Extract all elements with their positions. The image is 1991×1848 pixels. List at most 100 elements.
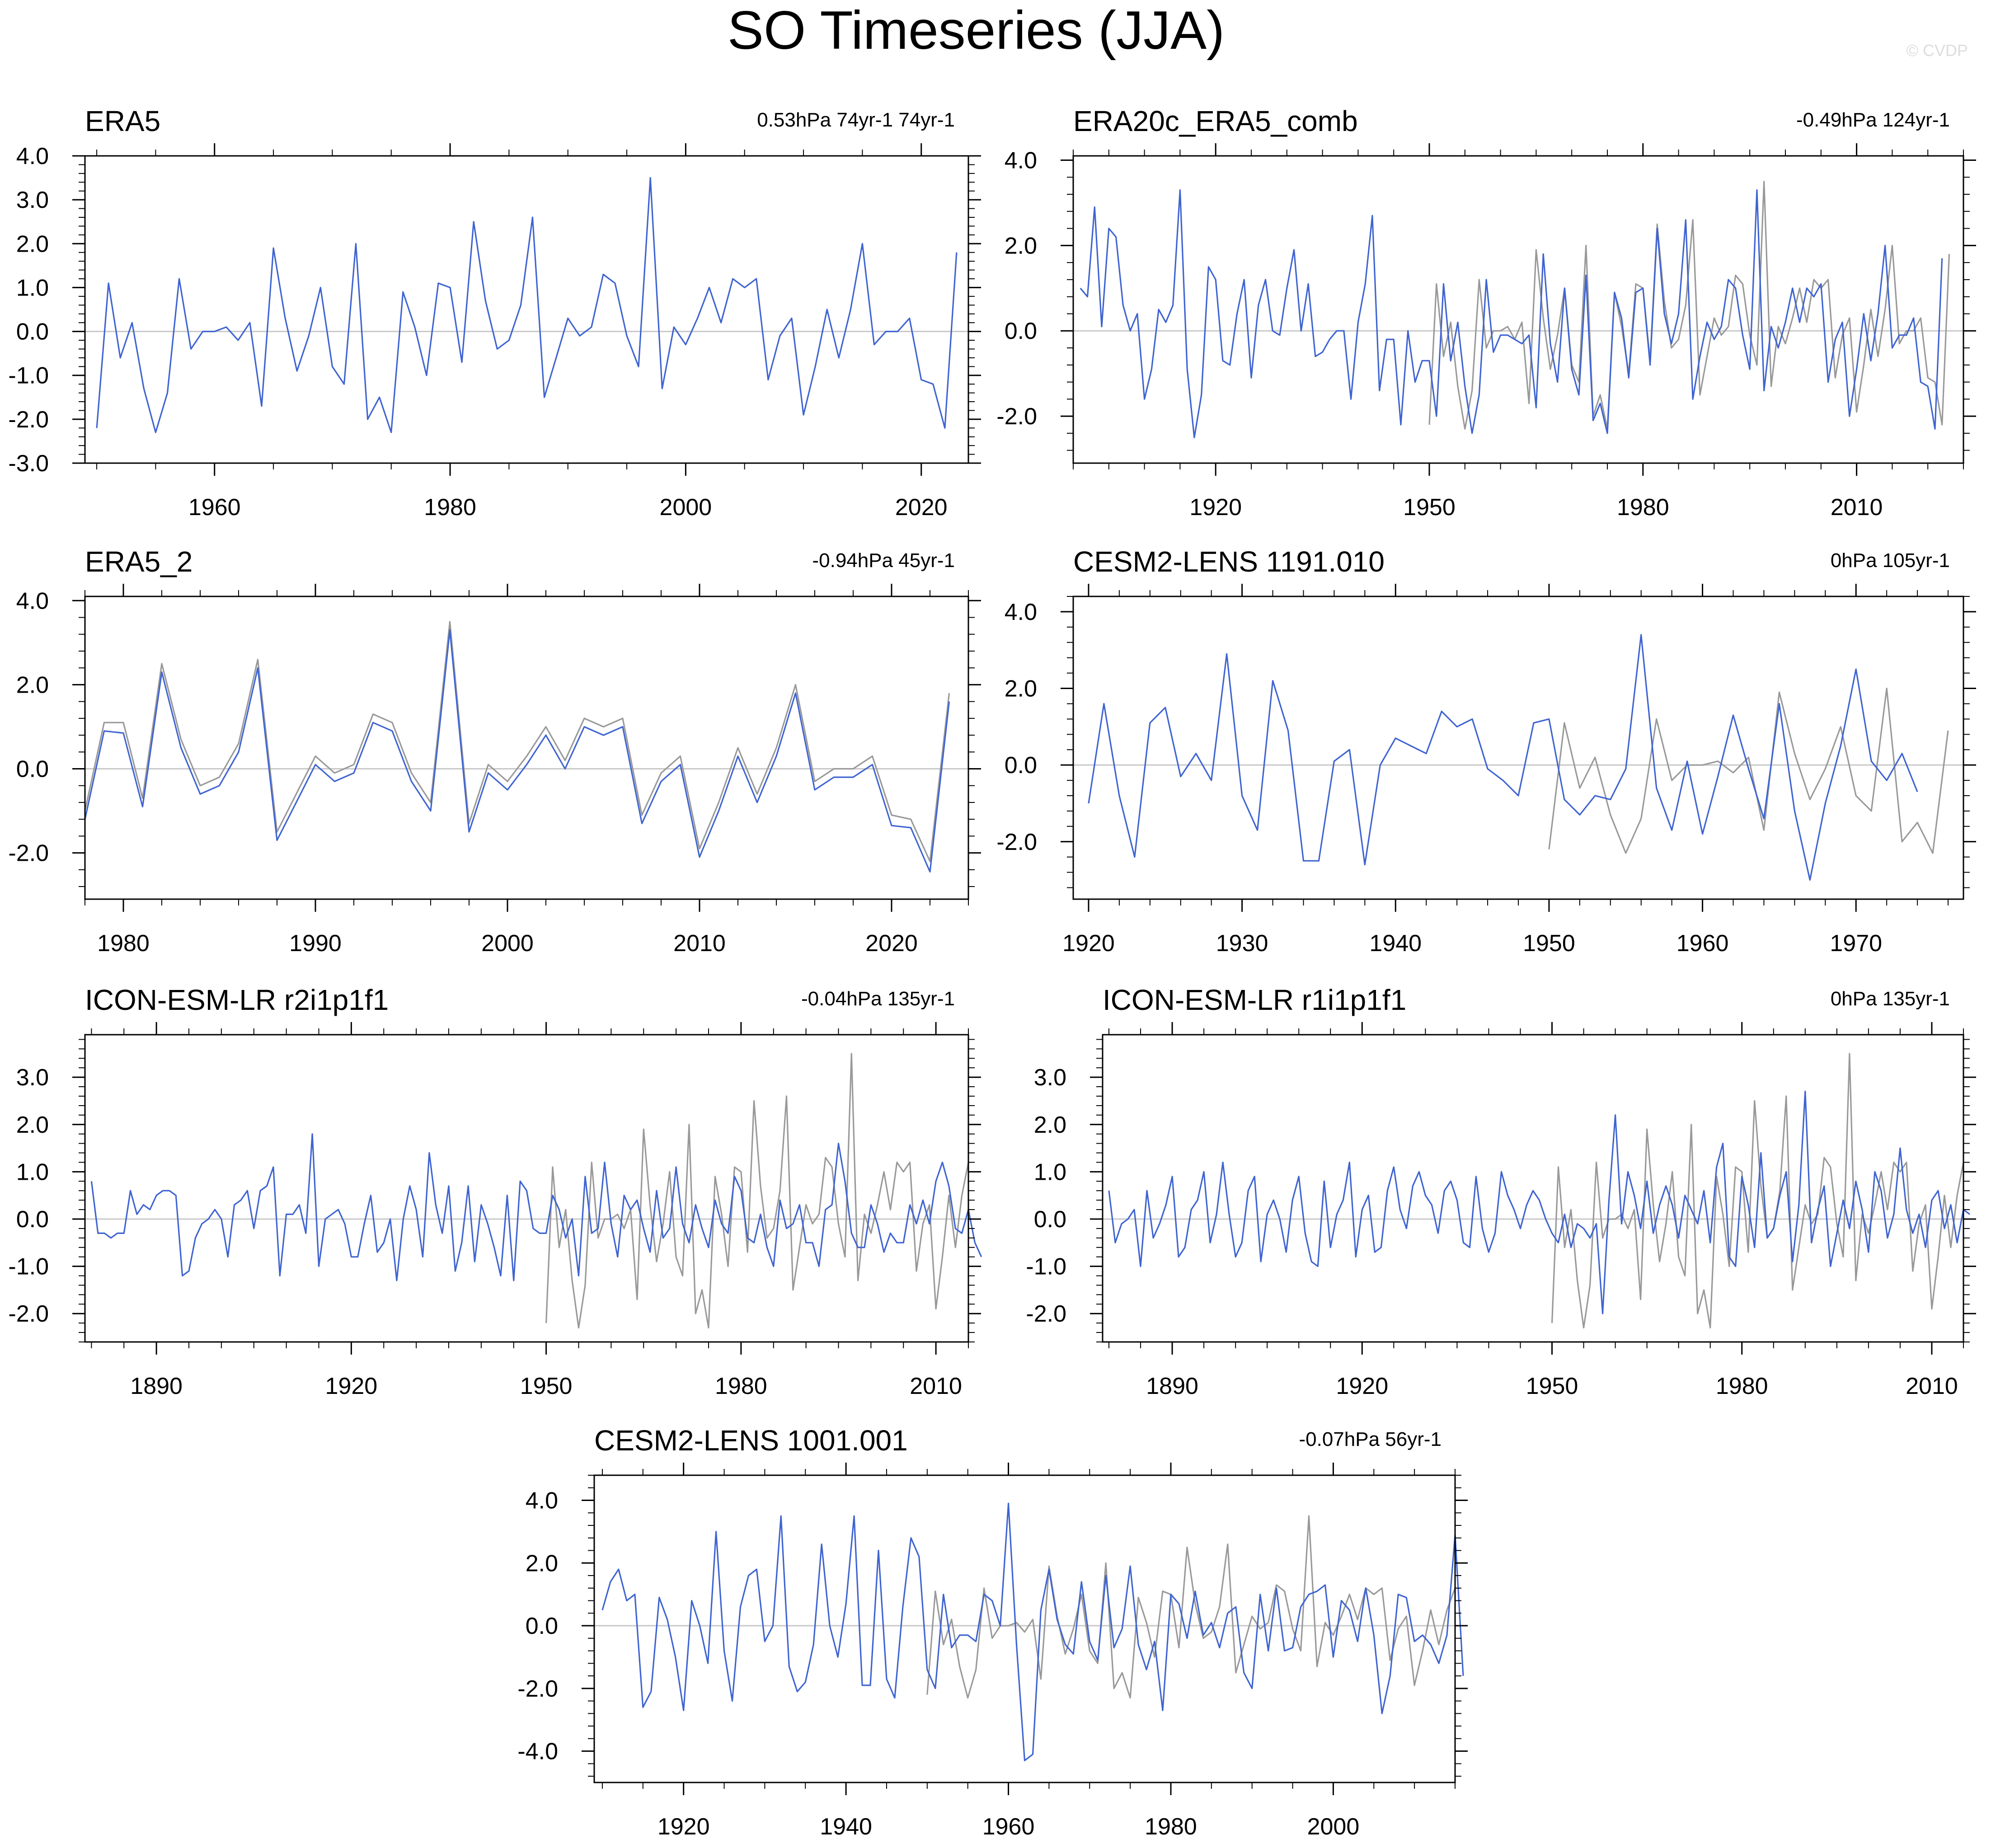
panel-7: CESM2-LENS 1001.001 -0.07hPa 56yr-1 -4.0 -2… xyxy=(517,1424,1468,1840)
x-tick-label: 1960 xyxy=(1676,930,1729,957)
y-tick-label: 2.0 xyxy=(526,1550,558,1576)
series-line-observed xyxy=(545,1053,969,1329)
plot-frame xyxy=(84,1034,969,1343)
x-tick-label: 1980 xyxy=(1617,494,1669,521)
plot-frame xyxy=(84,155,969,464)
x-tick-label: 2010 xyxy=(910,1373,962,1399)
y-tick-label: -2.0 xyxy=(996,829,1037,855)
x-tick-label: 1980 xyxy=(97,930,150,957)
x-tick-label: 1920 xyxy=(1062,930,1115,957)
panel-6: ICON-ESM-LR r1i1p1f1 0hPa 135yr-1 -2.0 -1.0… xyxy=(1026,984,1976,1399)
series-line-model xyxy=(1088,634,1918,881)
y-tick-label: 4.0 xyxy=(1005,599,1037,625)
x-tick-label: 1990 xyxy=(289,930,342,957)
y-tick-label: 1.0 xyxy=(1034,1159,1066,1185)
panel-1: ERA5 0.53hPa 74yr-1 74yr-1 -3.0 -2.0 -1.0 0.0… xyxy=(8,105,981,521)
series-line-model xyxy=(84,629,950,873)
y-tick-label: 3.0 xyxy=(16,187,49,213)
y-tick-label: 4.0 xyxy=(1005,147,1037,174)
panel-title: CESM2-LENS 1001.001 xyxy=(594,1424,908,1457)
trend-annotation: 0.53hPa 74yr-1 74yr-1 xyxy=(757,109,955,131)
x-tick-label: 2010 xyxy=(1831,494,1883,521)
y-tick-label: -1.0 xyxy=(8,363,49,389)
y-tick-label: 0.0 xyxy=(1005,318,1037,344)
y-tick-label: 2.0 xyxy=(1005,233,1037,259)
x-tick-label: 1980 xyxy=(1145,1814,1197,1840)
x-tick-label: 1950 xyxy=(1526,1373,1578,1399)
y-tick-label: 3.0 xyxy=(1034,1065,1066,1091)
panel-title: ERA5 xyxy=(85,105,160,137)
plot-frame xyxy=(1102,1034,1964,1343)
y-tick-label: -2.0 xyxy=(1026,1301,1066,1327)
series-line-observed xyxy=(1428,181,1950,430)
x-tick-label: 1980 xyxy=(1716,1373,1768,1399)
x-tick-label: 1920 xyxy=(1336,1373,1388,1399)
y-tick-label: -2.0 xyxy=(996,403,1037,430)
x-tick-label: 1960 xyxy=(982,1814,1035,1840)
y-tick-label: 2.0 xyxy=(1034,1112,1066,1138)
trend-annotation: -0.49hPa 124yr-1 xyxy=(1796,109,1950,131)
panel-title: ICON-ESM-LR r2i1p1f1 xyxy=(85,984,389,1016)
series-line-observed xyxy=(84,621,950,862)
x-tick-label: 1920 xyxy=(325,1373,378,1399)
x-tick-label: 1950 xyxy=(520,1373,573,1399)
panel-title: ICON-ESM-LR r1i1p1f1 xyxy=(1103,984,1406,1016)
cvdp-watermark: © CVDP xyxy=(1906,41,1968,60)
trend-annotation: -0.94hPa 45yr-1 xyxy=(812,549,955,572)
y-tick-label: 3.0 xyxy=(16,1065,49,1091)
y-tick-label: -3.0 xyxy=(8,450,49,477)
series-line-model xyxy=(1108,1090,1970,1314)
x-tick-label: 1920 xyxy=(657,1814,710,1840)
y-tick-label: 0.0 xyxy=(16,1206,49,1233)
y-tick-label: -2.0 xyxy=(8,407,49,433)
panel-3: ERA5_2 -0.94hPa 45yr-1 -2.0 0.0 2.0 4.0 1980 19… xyxy=(8,545,981,957)
trend-annotation: 0hPa 135yr-1 xyxy=(1831,988,1950,1010)
x-tick-label: 1890 xyxy=(1146,1373,1198,1399)
plot-frame xyxy=(84,596,969,900)
x-tick-label: 2000 xyxy=(481,930,534,957)
y-tick-label: 1.0 xyxy=(16,1159,49,1185)
x-tick-label: 1980 xyxy=(715,1373,767,1399)
x-tick-label: 1930 xyxy=(1216,930,1268,957)
y-tick-label: 4.0 xyxy=(16,588,49,614)
x-tick-label: 1940 xyxy=(1369,930,1422,957)
y-tick-label: -2.0 xyxy=(8,840,49,867)
series-line-model xyxy=(90,1133,982,1281)
y-tick-label: 2.0 xyxy=(16,1112,49,1138)
trend-annotation: 0hPa 105yr-1 xyxy=(1831,549,1950,572)
x-tick-label: 1980 xyxy=(424,494,476,521)
y-tick-label: -4.0 xyxy=(517,1739,558,1765)
y-tick-label: 2.0 xyxy=(16,672,49,698)
y-tick-label: 0.0 xyxy=(16,319,49,345)
plot-frame xyxy=(593,1474,1456,1783)
series-line-observed xyxy=(1548,687,1949,854)
x-tick-label: 2020 xyxy=(865,930,918,957)
x-tick-label: 1890 xyxy=(130,1373,183,1399)
x-tick-label: 2020 xyxy=(895,494,948,521)
x-tick-label: 2010 xyxy=(673,930,726,957)
series-line-model xyxy=(601,1502,1464,1761)
panel-title: CESM2-LENS 1191.010 xyxy=(1073,545,1385,578)
y-tick-label: -1.0 xyxy=(1026,1254,1066,1280)
figure-title: SO Timeseries (JJA) xyxy=(728,0,1225,61)
x-tick-label: 1970 xyxy=(1830,930,1882,957)
x-tick-label: 2000 xyxy=(660,494,712,521)
y-tick-label: 0.0 xyxy=(1034,1206,1066,1233)
y-tick-label: 2.0 xyxy=(16,231,49,257)
y-tick-label: 0.0 xyxy=(16,756,49,783)
trend-annotation: -0.04hPa 135yr-1 xyxy=(801,988,955,1010)
y-tick-label: 0.0 xyxy=(526,1613,558,1639)
panel-title: ERA20c_ERA5_comb xyxy=(1073,105,1358,137)
y-tick-label: 1.0 xyxy=(16,275,49,301)
y-tick-label: 4.0 xyxy=(526,1488,558,1514)
plot-frame xyxy=(1072,155,1964,464)
x-tick-label: 1920 xyxy=(1189,494,1242,521)
y-tick-label: -2.0 xyxy=(8,1301,49,1327)
y-tick-label: 4.0 xyxy=(16,143,49,169)
x-tick-label: 1940 xyxy=(820,1814,872,1840)
y-tick-label: 0.0 xyxy=(1005,752,1037,779)
panel-4: CESM2-LENS 1191.010 0hPa 105yr-1 -2.0 0.0 2.… xyxy=(996,545,1976,957)
series-line-model xyxy=(96,177,958,433)
trend-annotation: -0.07hPa 56yr-1 xyxy=(1299,1428,1442,1450)
